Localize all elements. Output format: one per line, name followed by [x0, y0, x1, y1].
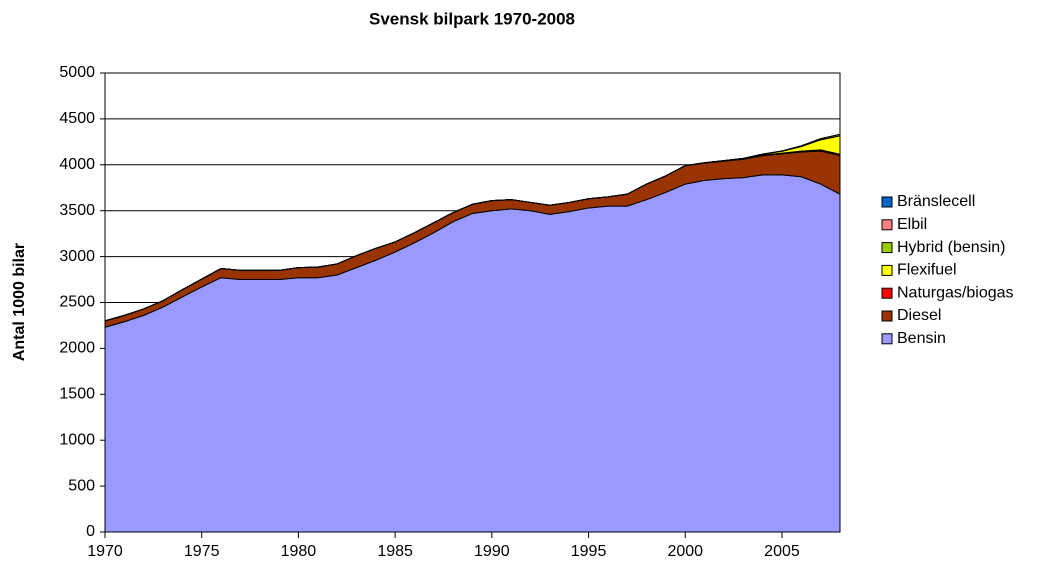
legend-label: Naturgas/biogas [897, 284, 1014, 301]
legend-swatch [881, 287, 893, 299]
legend-label: Bensin [897, 330, 946, 347]
x-tick-label: 1985 [377, 543, 413, 560]
legend-label: Bränslecell [897, 193, 975, 210]
y-tick-label: 2500 [59, 294, 95, 311]
y-axis-label: Antal 1000 bilar [11, 243, 28, 361]
x-tick-label: 2005 [764, 543, 800, 560]
y-tick-label: 4500 [59, 110, 95, 127]
x-tick-label: 1975 [184, 543, 220, 560]
y-tick-label: 500 [68, 477, 95, 494]
legend-swatch [881, 310, 893, 322]
y-tick-label: 5000 [59, 64, 95, 81]
y-tick-label: 3000 [59, 248, 95, 265]
y-tick-label: 4000 [59, 156, 95, 173]
plot-border [104, 72, 841, 533]
legend-label: Elbil [897, 216, 927, 233]
legend-swatch [881, 333, 893, 345]
y-tick-label: 0 [86, 523, 95, 540]
area [104, 174, 841, 533]
y-tick-label: 1000 [59, 431, 95, 448]
legend-swatch [881, 196, 893, 208]
legend-label: Diesel [897, 307, 941, 324]
legend-swatch [881, 219, 893, 231]
x-tick-label: 1980 [281, 543, 317, 560]
legend-label: Hybrid (bensin) [897, 239, 1005, 256]
legend-label: Flexifuel [897, 262, 957, 279]
chart-title: Svensk bilpark 1970-2008 [369, 9, 575, 28]
y-tick-label: 3500 [59, 202, 95, 219]
x-tick-label: 1995 [571, 543, 607, 560]
legend-swatch [881, 264, 893, 276]
legend-swatch [881, 242, 893, 254]
x-tick-label: 2000 [667, 543, 703, 560]
x-tick-label: 1970 [87, 543, 123, 560]
x-tick-label: 1990 [474, 543, 510, 560]
y-tick-label: 1500 [59, 386, 95, 403]
y-tick-label: 2000 [59, 340, 95, 357]
